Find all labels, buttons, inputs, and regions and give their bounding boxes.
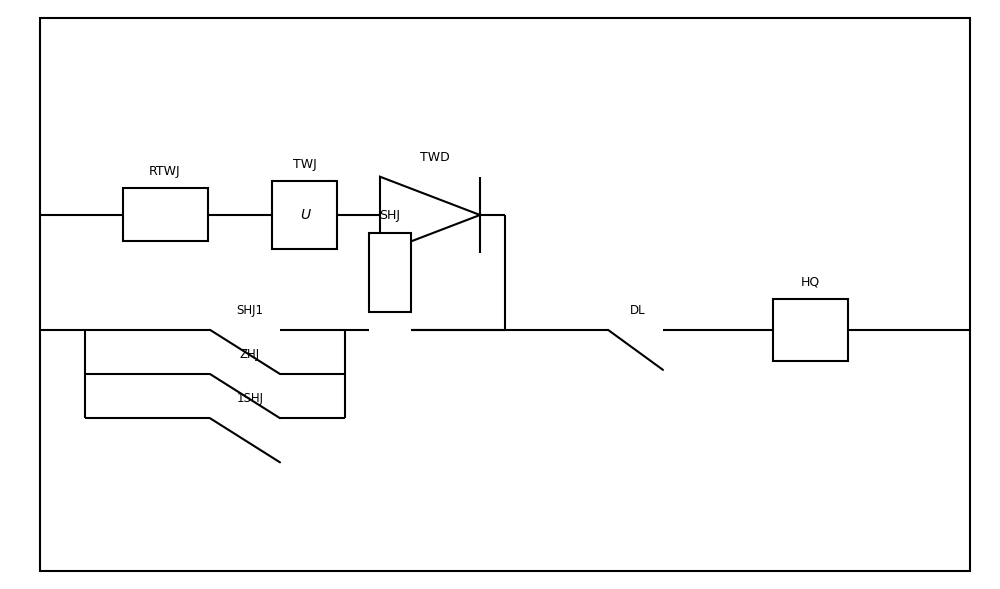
Text: TWD: TWD (420, 151, 450, 164)
Bar (122, 188, 208, 241)
Text: SHJ1: SHJ1 (237, 304, 264, 317)
Polygon shape (380, 177, 480, 253)
Text: 1SHJ: 1SHJ (237, 392, 264, 405)
Text: DL: DL (630, 304, 646, 317)
Text: SHJ: SHJ (380, 209, 400, 222)
Text: RTWJ: RTWJ (149, 165, 181, 178)
Text: TWJ: TWJ (293, 157, 317, 171)
Bar (773, 299, 848, 360)
Bar (272, 181, 337, 249)
Bar (369, 233, 411, 312)
Text: U: U (300, 208, 310, 222)
Text: HQ: HQ (800, 275, 820, 289)
Text: ZHJ: ZHJ (240, 348, 260, 361)
